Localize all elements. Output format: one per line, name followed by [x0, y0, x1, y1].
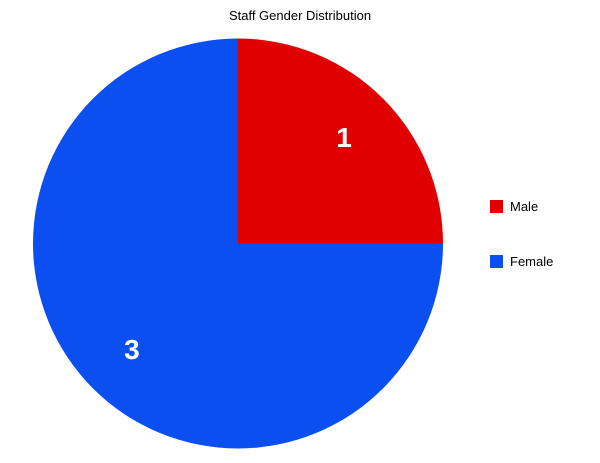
- legend-item-female[interactable]: Female: [490, 254, 553, 269]
- legend-swatch-male: [490, 200, 503, 213]
- chart-title: Staff Gender Distribution: [228, 8, 372, 23]
- legend-label-female: Female: [510, 254, 554, 269]
- legend: Male Female: [490, 199, 553, 269]
- legend-swatch-female: [490, 255, 503, 268]
- pie-slice-value-male: 1: [336, 122, 352, 153]
- legend-item-male[interactable]: Male: [490, 199, 553, 214]
- pie-slice-labels: 13: [124, 122, 352, 365]
- pie-slice-value-female: 3: [124, 334, 140, 365]
- pie-slice-female[interactable]: [33, 38, 443, 449]
- legend-label-male: Male: [510, 199, 539, 214]
- pie-slices: [33, 38, 443, 449]
- pie-slice-male[interactable]: [238, 38, 443, 244]
